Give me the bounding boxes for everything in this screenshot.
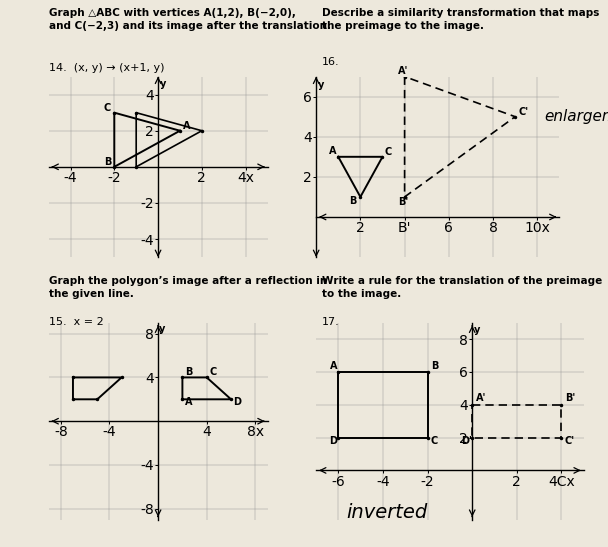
Text: Graph the polygon’s image after a reflection in
the given line.: Graph the polygon’s image after a reflec…	[49, 276, 327, 299]
Text: D: D	[233, 397, 241, 407]
Text: 16.: 16.	[322, 57, 340, 67]
Text: B: B	[350, 196, 357, 206]
Text: Describe a similarity transformation that maps
the preimage to the image.: Describe a similarity transformation tha…	[322, 8, 599, 31]
Text: A: A	[183, 121, 191, 131]
Text: C: C	[103, 103, 111, 113]
Text: A: A	[330, 360, 337, 371]
Text: 17.: 17.	[322, 317, 340, 327]
Text: inverted: inverted	[347, 503, 428, 522]
Text: 15.  x = 2: 15. x = 2	[49, 317, 103, 327]
Text: y: y	[474, 325, 480, 335]
Text: 14.  (x, y) → (x+1, y): 14. (x, y) → (x+1, y)	[49, 63, 164, 73]
Text: Write a rule for the translation of the preimage
to the image.: Write a rule for the translation of the …	[322, 276, 603, 299]
Text: enlargem: enlargem	[544, 109, 608, 124]
Text: C: C	[385, 147, 392, 157]
Text: B: B	[185, 367, 192, 377]
Text: C: C	[431, 436, 438, 446]
Text: y: y	[159, 324, 165, 334]
Text: C': C'	[519, 107, 528, 117]
Text: Graph △ABC with vertices A(1,2), B(−2,0),
and C(−2,3) and its image after the tr: Graph △ABC with vertices A(1,2), B(−2,0)…	[49, 8, 331, 31]
Text: y: y	[160, 79, 166, 89]
Text: C: C	[209, 367, 216, 377]
Text: y: y	[318, 79, 324, 90]
Text: A: A	[185, 397, 192, 407]
Text: D': D'	[461, 436, 472, 446]
Text: A': A'	[398, 66, 409, 75]
Text: A': A'	[475, 393, 486, 404]
Text: B: B	[105, 157, 112, 167]
Text: B': B'	[398, 197, 408, 207]
Text: D: D	[330, 436, 337, 446]
Text: C': C'	[565, 436, 575, 446]
Text: B: B	[431, 360, 438, 371]
Text: B': B'	[565, 393, 575, 404]
Text: A: A	[330, 146, 337, 156]
